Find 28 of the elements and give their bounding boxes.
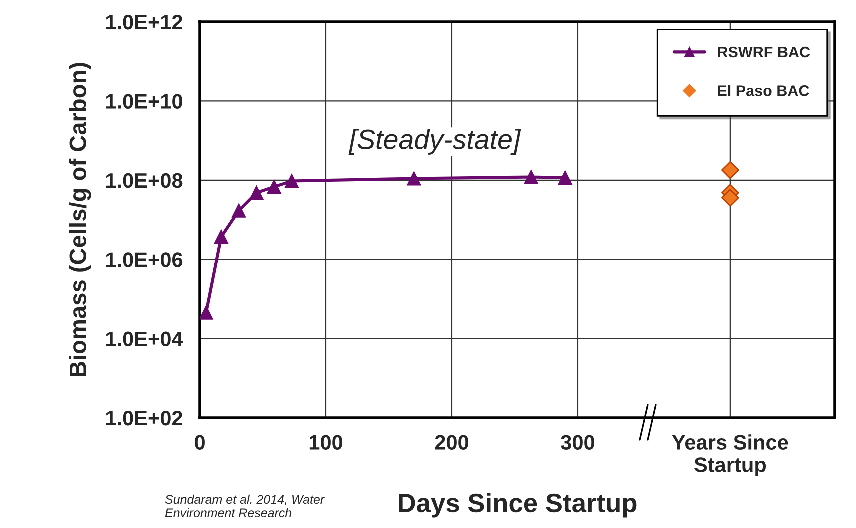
x-tick-label: 100: [310, 435, 343, 450]
point: [200, 306, 214, 320]
point: [214, 230, 228, 244]
y-tick-label: 1.0E+12: [106, 15, 182, 30]
point: [407, 172, 422, 186]
point: [232, 204, 246, 218]
legend-label: El Paso BAC: [718, 85, 810, 96]
x-tick-label: 200: [435, 435, 469, 450]
point: [558, 171, 572, 185]
point: [722, 161, 740, 180]
x-tick-label: Years Since Startup: [672, 434, 788, 477]
x-tick-label: 300: [561, 435, 595, 450]
annotation: [Steady-state]: [348, 129, 522, 155]
y-tick-label: 1.0E+10: [106, 94, 182, 109]
point: [285, 174, 299, 188]
y-axis-title: Biomass (Cells/g of Carbon): [69, 63, 92, 376]
y-tick-label: 1.0E+06: [106, 252, 183, 268]
y-tick-label: 1.0E+04: [106, 332, 184, 347]
x-axis-title: Days Since Startup: [399, 493, 637, 518]
x-tick-label: 0: [195, 435, 205, 450]
y-tick-label: 1.0E+02: [106, 411, 182, 426]
text: Sundaram et al. 2014, Water Environment Research: [165, 494, 326, 518]
legend-label: RSWRF BAC: [718, 46, 810, 58]
point: [524, 170, 538, 184]
y-tick-label: 1.0E+08: [106, 173, 183, 188]
point: [267, 180, 282, 194]
point: [250, 186, 264, 200]
point: [722, 189, 740, 207]
